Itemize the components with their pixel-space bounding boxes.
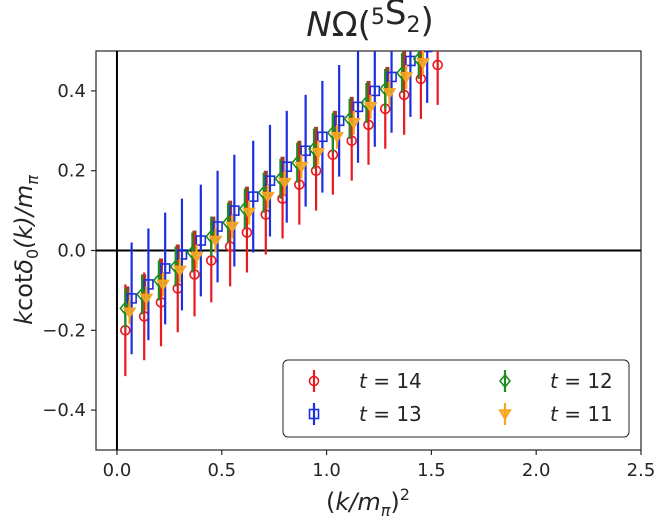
data-point (264, 175, 276, 186)
data-point (229, 205, 240, 216)
legend-box (282, 359, 630, 438)
legend-entry-t-11: t = 11 (498, 402, 613, 426)
legend-entry-t-12: t = 12 (498, 369, 613, 393)
data-point (212, 221, 223, 232)
data-point (346, 135, 358, 147)
series-t-13 (126, 51, 433, 355)
data-point (225, 221, 240, 234)
data-point (399, 72, 414, 84)
data-point (352, 101, 364, 113)
data-point (382, 88, 397, 100)
data-point (416, 58, 430, 70)
data-point (122, 307, 137, 319)
x-tick-label: 1.0 (312, 460, 341, 481)
legend-label: t = 11 (550, 402, 613, 426)
data-point (176, 249, 188, 260)
y-tick-label: 0.4 (57, 81, 86, 102)
y-tick-label: −0.2 (42, 320, 86, 341)
data-point (330, 131, 344, 144)
y-tick-label: 0.0 (57, 241, 86, 262)
data-point (247, 191, 259, 202)
x-axis-ticks: 0.0 0.5 1.0 1.5 2.0 2.5 (103, 450, 656, 481)
y-tick-label: −0.4 (42, 400, 86, 421)
data-point (126, 293, 137, 304)
data-point (143, 279, 154, 290)
data-point (333, 115, 345, 127)
x-tick-label: 0.0 (103, 460, 132, 481)
y-axis-label: kcotδ0(k)/mπ (10, 175, 42, 325)
legend-marker (498, 373, 512, 389)
data-point (189, 251, 204, 264)
y-tick-label: 0.2 (57, 161, 86, 182)
data-point (310, 165, 322, 176)
series-layer (119, 51, 443, 377)
data-point (260, 191, 275, 204)
data-point (415, 73, 427, 85)
data-point (386, 71, 397, 83)
data-point (277, 177, 292, 190)
data-point (159, 263, 171, 274)
data-point (242, 207, 256, 220)
x-tick-label: 2.0 (522, 460, 551, 481)
data-point (294, 161, 309, 174)
legend-marker (498, 409, 512, 421)
data-point (346, 118, 361, 130)
data-point (294, 179, 305, 190)
legend-marker (308, 375, 320, 387)
data-point (139, 293, 154, 305)
data-point (432, 59, 443, 71)
x-tick-label: 2.5 (627, 460, 656, 481)
legend-label: t = 12 (550, 369, 613, 393)
data-point (241, 227, 253, 238)
data-point (363, 102, 378, 114)
data-point (369, 85, 381, 97)
series-t-11 (122, 51, 430, 325)
chart-title: NΩ(5S2) (306, 0, 434, 45)
data-point (172, 265, 187, 277)
data-point (311, 147, 326, 160)
legend: t = 14 t = 13 t = 12 t = 11 (282, 359, 630, 438)
data-point (421, 51, 433, 53)
legend-entry-t-14: t = 14 (308, 369, 422, 393)
data-point (317, 131, 328, 143)
data-point (363, 119, 374, 131)
legend-label: t = 14 (359, 369, 422, 393)
legend-label: t = 13 (359, 402, 422, 426)
y-axis-ticks: 0.4 0.2 0.0 −0.2 −0.4 (42, 81, 96, 421)
data-point (189, 269, 200, 280)
x-tick-label: 1.5 (417, 460, 446, 481)
x-tick-label: 0.5 (207, 460, 236, 481)
legend-entry-t-13: t = 13 (308, 402, 422, 426)
x-axis-label: (k/mπ)2 (326, 485, 410, 520)
data-point (281, 161, 293, 173)
data-point (156, 279, 171, 291)
legend-marker (308, 408, 320, 420)
data-point (398, 89, 410, 101)
data-point (195, 235, 207, 246)
data-point (208, 235, 223, 248)
